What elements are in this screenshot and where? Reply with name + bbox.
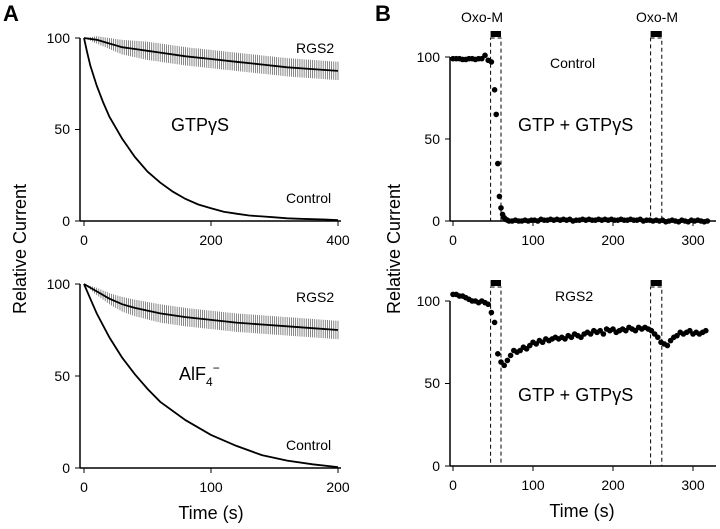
plot-area [83,283,339,468]
plot-area [450,31,711,225]
stimulus-window [650,286,663,467]
x-axis-title-a: Time (s) [178,503,243,523]
y-tick-label: 50 [54,368,70,384]
stimulus-window [490,37,502,222]
y-tick-label: 50 [424,131,440,147]
x-tick-label: 0 [449,477,457,493]
x-tick-label: 200 [199,232,223,248]
data-point [703,327,709,334]
y-tick-label: 50 [424,375,440,391]
y-axis-title-b: Relative Current [384,184,404,314]
y-tick-label: 0 [432,213,440,229]
series-line-rgs2 [83,37,339,72]
condition-label-control: Control [550,55,595,71]
x-tick-label: 400 [326,232,350,248]
x-tick-label: 100 [521,477,545,493]
x-tick-label: 100 [199,479,223,495]
data-point [485,301,492,308]
plot-area [83,36,339,221]
data-point [493,111,500,118]
series-label-rgs2: RGS2 [296,289,334,305]
series-label-control: Control [286,437,331,453]
series-line-rgs2 [83,283,339,331]
x-tick-label: 300 [681,477,705,493]
y-tick-label: 0 [62,213,70,229]
stimulus-bar [490,280,501,286]
x-tick-label: 0 [449,232,457,248]
condition-label-rgs2: RGS2 [555,288,593,304]
x-tick-label: 200 [326,479,350,495]
y-tick-label: 50 [54,121,70,137]
alf-superscript: − [213,361,220,375]
data-point [507,352,514,359]
x-tick-label: 300 [681,232,705,248]
y-tick-label: 0 [62,460,70,476]
data-point [600,331,607,337]
plot-area [450,280,709,467]
condition-label-gtpgs: GTPγS [171,115,229,135]
y-tick-label: 100 [417,293,441,309]
data-point [488,309,495,316]
x-tick-label: 200 [601,232,625,248]
chart-a-top: 0 50 100 0 200 400 RGS2 Control GTPγS [47,30,350,248]
data-point [482,52,488,59]
stimulus-bar [650,31,662,37]
stimulus-label-oxo-m: Oxo-M [461,9,503,25]
data-point [496,193,503,200]
x-tick-label: 0 [80,232,88,248]
data-point [491,87,498,93]
panel-letter-a: A [3,1,19,26]
chart-b-bottom: 0 50 100 0 100 200 300 RGS2 GTP + GTPγS … [417,280,716,521]
data-point [501,362,508,369]
x-tick-label: 0 [80,479,88,495]
series-label-rgs2: RGS2 [296,40,334,56]
data-point [498,205,504,211]
data-point [491,319,498,326]
stimulus-label-oxo-m: Oxo-M [636,9,678,25]
y-tick-label: 100 [417,49,441,65]
stimulus-bar [490,31,501,37]
data-point [495,351,501,357]
data-point [704,218,711,224]
y-axis-title-a: Relative Current [10,184,30,314]
y-tick-label: 100 [47,30,71,46]
alf-main: AlF [179,364,206,384]
stimulus-window [490,286,502,467]
series-line-control [83,37,339,221]
stimulus-window [650,37,663,222]
chart-a-bottom: 0 50 100 0 100 200 RGS2 Control AlF4− Ti… [47,276,350,523]
series-label-control: Control [286,190,331,206]
y-tick-label: 100 [47,276,71,292]
data-point [655,334,661,341]
x-axis-title-b: Time (s) [549,501,614,521]
condition-label-gtp: GTP + GTPγS [518,385,633,405]
condition-label-alf4: AlF4− [179,361,220,389]
data-point [495,160,501,167]
chart-b-top: 0 50 100 0 100 200 300 Oxo-M Oxo-M Contr… [417,9,716,248]
stimulus-bar [650,280,662,286]
data-point [504,357,511,364]
alf-subscript: 4 [206,375,213,389]
x-tick-label: 100 [521,232,545,248]
y-tick-label: 0 [432,458,440,474]
data-point [488,59,495,65]
x-tick-label: 200 [601,477,625,493]
series-line-control [83,283,339,468]
condition-label-gtp: GTP + GTPγS [518,115,633,135]
panel-letter-b: B [375,1,391,26]
data-point [664,342,671,349]
